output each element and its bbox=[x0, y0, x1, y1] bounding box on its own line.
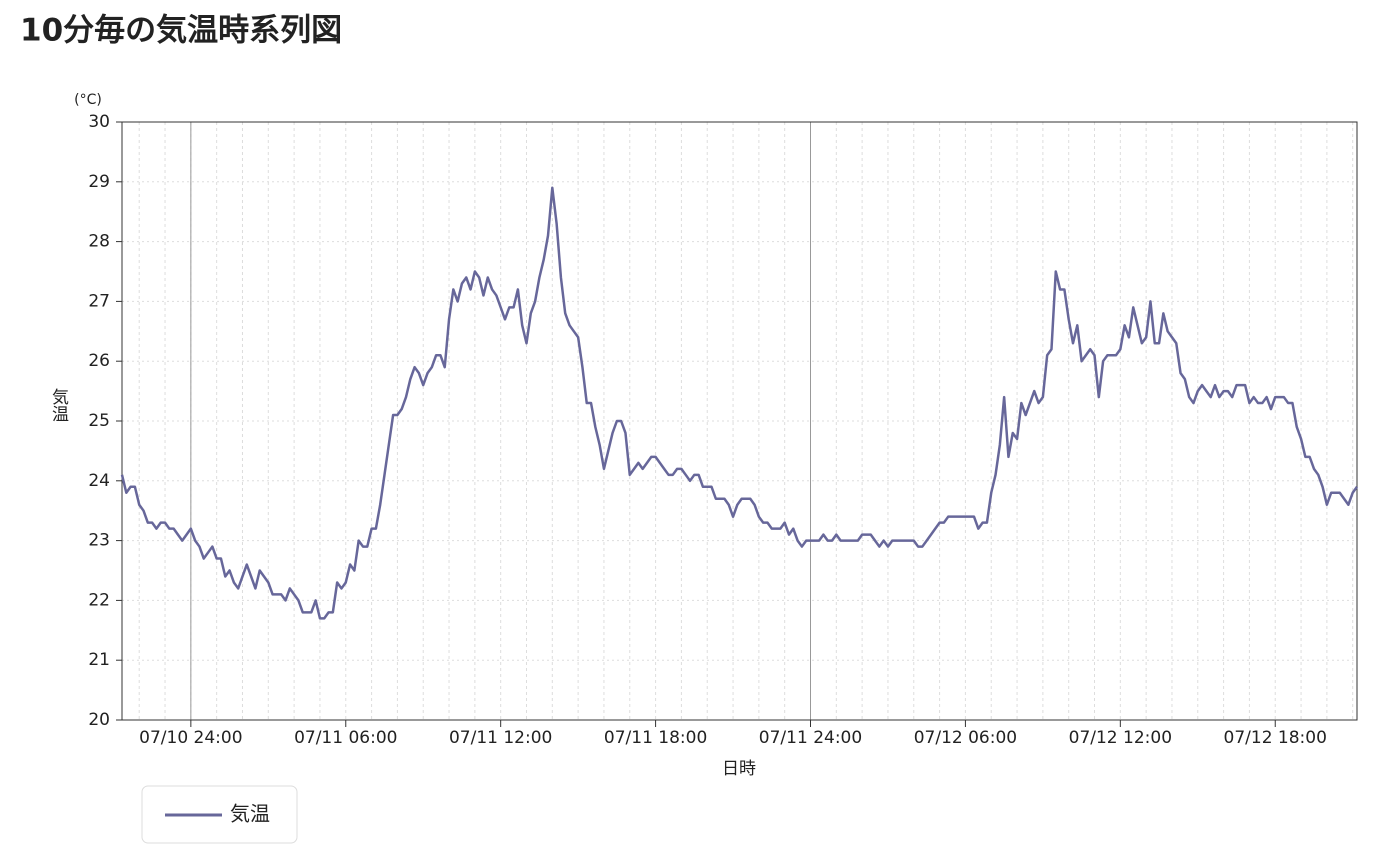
x-tick-label: 07/11 12:00 bbox=[449, 728, 552, 748]
y-axis-label: 気温 bbox=[48, 388, 69, 422]
y-tick-label: 23 bbox=[88, 531, 110, 551]
y-tick-label: 20 bbox=[88, 710, 110, 730]
y-tick-label: 30 bbox=[88, 112, 110, 132]
x-tick-label: 07/11 24:00 bbox=[759, 728, 862, 748]
y-tick-label: 21 bbox=[88, 650, 110, 670]
y-tick-label: 27 bbox=[88, 291, 110, 311]
x-tick-label: 07/11 06:00 bbox=[294, 728, 397, 748]
temperature-line bbox=[120, 186, 1359, 620]
x-tick-label: 07/12 06:00 bbox=[914, 728, 1017, 748]
x-tick-label: 07/12 18:00 bbox=[1224, 728, 1327, 748]
x-tick-label: 07/11 18:00 bbox=[604, 728, 707, 748]
y-tick-label: 28 bbox=[88, 232, 110, 252]
y-tick-label: 25 bbox=[88, 411, 110, 431]
x-axis-label: 日時 bbox=[722, 759, 756, 779]
y-tick-label: 26 bbox=[88, 351, 110, 371]
y-tick-label: 22 bbox=[88, 590, 110, 610]
x-tick-label: 07/12 12:00 bbox=[1069, 728, 1172, 748]
plot-frame bbox=[121, 121, 1358, 721]
chart-title: 10分毎の気温時系列図 bbox=[20, 13, 342, 49]
y-tick-label: 24 bbox=[88, 471, 110, 491]
legend-label: 気温 bbox=[230, 802, 270, 826]
x-tick-label: 07/10 24:00 bbox=[139, 728, 242, 748]
y-tick-label: 29 bbox=[88, 172, 110, 192]
y-unit: (°C) bbox=[74, 92, 102, 108]
